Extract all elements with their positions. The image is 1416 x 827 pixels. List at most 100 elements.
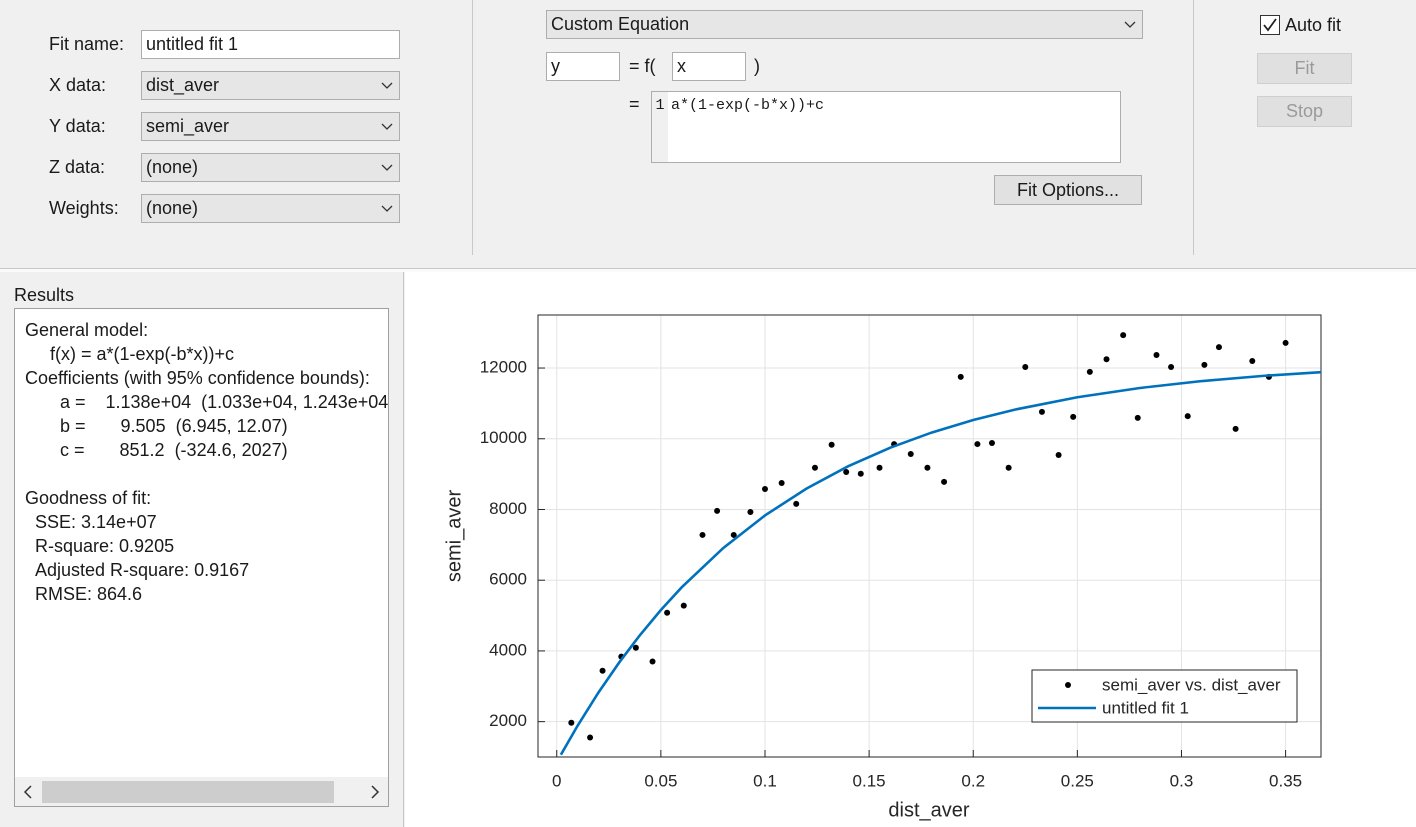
y-tick-label: 12000	[480, 358, 527, 377]
data-point	[599, 667, 606, 674]
panel-title: Results	[14, 285, 75, 305]
dropdown-arrow	[381, 205, 393, 212]
data-point	[778, 479, 785, 486]
fit-line	[559, 370, 1322, 756]
data-point	[857, 470, 864, 477]
legend-label: semi_aver vs. dist_aver	[1102, 675, 1281, 694]
data-point	[1022, 363, 1029, 370]
data-point	[1201, 361, 1208, 368]
result-line: b = 9.505 (6.945, 12.07)	[60, 416, 288, 436]
data-point	[714, 507, 721, 514]
input-text: untitled fit 1	[146, 34, 239, 54]
input-text: x	[677, 56, 686, 76]
data-point	[843, 468, 850, 475]
dependent-input[interactable]: y	[546, 52, 620, 81]
y-tick-label: 10000	[480, 428, 527, 447]
data-point	[924, 464, 931, 471]
result-line: f(x) = a*(1-exp(-b*x))+c	[50, 344, 235, 364]
field-label: Fit name:	[49, 34, 125, 54]
horizontal-scrollbar[interactable]	[15, 777, 388, 806]
result-line: a = 1.138e+04 (1.033e+04, 1.243e+04)	[60, 392, 389, 412]
data-point	[1103, 356, 1110, 363]
data-point	[974, 441, 981, 448]
dropdown-text: dist_aver	[146, 75, 220, 95]
separator	[403, 272, 404, 827]
y-axis-label: semi_aver	[443, 490, 465, 583]
fit-options-button[interactable]: Fit Options...	[994, 175, 1142, 205]
scroll-right-arrow[interactable]	[370, 785, 380, 799]
data-point	[1005, 464, 1012, 471]
data-point	[988, 440, 995, 447]
y-tick-label: 8000	[489, 499, 527, 518]
equation-editor[interactable]: 1 a*(1-exp(-b*x))+c	[651, 91, 1121, 163]
results-box: General model: f(x) = a*(1-exp(-b*x))+c …	[14, 308, 389, 807]
x-tick-label: 0.3	[1170, 771, 1194, 790]
field-label: Z data:	[49, 157, 106, 177]
y-tick-label: 6000	[489, 570, 527, 589]
independent-input[interactable]: x	[672, 52, 746, 81]
y-tick-label: 2000	[489, 711, 527, 730]
data-point	[664, 609, 671, 616]
result-line: R-square: 0.9205	[35, 536, 175, 556]
dropdown-arrow	[381, 123, 393, 130]
x-tick-label: 0	[552, 771, 561, 790]
data-point	[699, 531, 706, 538]
x-data-dropdown[interactable]: dist_aver	[141, 71, 400, 100]
scroll-thumb[interactable]	[42, 781, 334, 803]
fit-button[interactable]: Fit	[1257, 53, 1352, 84]
data-point	[1282, 339, 1289, 346]
fit-type-dropdown[interactable]: Custom Equation	[546, 10, 1143, 39]
auto-fit-checkbox[interactable]	[1260, 15, 1280, 35]
legend-box	[1031, 669, 1298, 723]
x-axis-label: dist_aver	[888, 799, 969, 821]
data-point	[941, 478, 948, 485]
data-point	[632, 644, 639, 651]
field-label: X data:	[49, 75, 107, 95]
data-point	[649, 658, 656, 665]
data-point	[876, 464, 883, 471]
data-point	[1038, 408, 1045, 415]
y-tick-label: 4000	[489, 640, 527, 659]
z-data-dropdown[interactable]: (none)	[141, 153, 400, 182]
data-point	[568, 719, 575, 726]
data-point	[761, 485, 768, 492]
data-point	[1086, 368, 1093, 375]
x-tick-label: 0.35	[1269, 771, 1302, 790]
stop-button[interactable]: Stop	[1257, 96, 1352, 127]
equation-text: = f(	[629, 56, 656, 76]
data-point	[793, 500, 800, 507]
data-point	[587, 734, 594, 741]
scroll-left-arrow[interactable]	[23, 785, 33, 799]
fit-name-input[interactable]: untitled fit 1	[141, 30, 400, 59]
data-point	[828, 441, 835, 448]
plot-frame	[537, 314, 1322, 758]
result-line: General model:	[25, 320, 149, 340]
data-point	[1215, 344, 1222, 351]
data-point	[811, 464, 818, 471]
result-line: Goodness of fit:	[25, 488, 152, 508]
weights-dropdown[interactable]: (none)	[141, 194, 400, 223]
line-number: 1	[652, 92, 668, 162]
chart: dist_aver semi_aver 0 0.05 0.1 0.15 0.2 0.25 0…	[405, 272, 1416, 827]
field-label: Y data:	[49, 116, 106, 136]
separator	[1193, 0, 1194, 255]
result-line: SSE: 3.14e+07	[35, 512, 157, 532]
result-line: RMSE: 864.6	[35, 584, 143, 604]
separator	[472, 0, 473, 255]
input-text: y	[551, 56, 560, 76]
dropdown-text: semi_aver	[146, 116, 230, 136]
x-tick-label: 0.15	[853, 771, 886, 790]
checkmark	[1263, 18, 1277, 32]
dropdown-arrow	[381, 82, 393, 89]
data-point	[1232, 425, 1239, 432]
data-point	[1055, 452, 1062, 459]
x-tick-label: 0.2	[961, 771, 985, 790]
data-point	[1184, 413, 1191, 420]
data-point	[1120, 332, 1127, 339]
x-tick-label: 0.05	[644, 771, 677, 790]
equation-text: =	[629, 94, 640, 114]
equation-text: )	[754, 56, 760, 76]
y-data-dropdown[interactable]: semi_aver	[141, 112, 400, 141]
dropdown-text: (none)	[146, 157, 199, 177]
